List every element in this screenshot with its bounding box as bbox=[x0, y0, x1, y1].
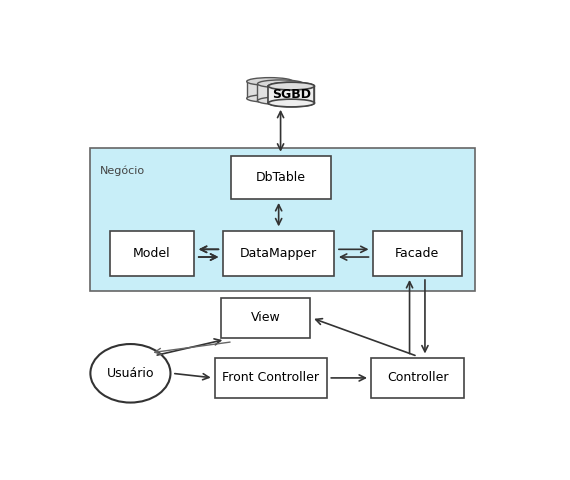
Text: Controller: Controller bbox=[387, 372, 449, 384]
Text: DataMapper: DataMapper bbox=[240, 247, 317, 260]
Text: Negócio: Negócio bbox=[100, 166, 145, 176]
FancyBboxPatch shape bbox=[230, 156, 331, 199]
Text: Model: Model bbox=[133, 247, 171, 260]
Text: View: View bbox=[251, 312, 280, 324]
Ellipse shape bbox=[247, 78, 293, 85]
FancyBboxPatch shape bbox=[215, 358, 327, 398]
Text: DbTable: DbTable bbox=[255, 171, 306, 184]
Ellipse shape bbox=[268, 82, 315, 90]
Text: SGBD: SGBD bbox=[272, 88, 311, 101]
Ellipse shape bbox=[91, 344, 170, 403]
FancyBboxPatch shape bbox=[268, 86, 315, 103]
FancyBboxPatch shape bbox=[223, 231, 335, 276]
Text: Facade: Facade bbox=[395, 247, 439, 260]
FancyBboxPatch shape bbox=[109, 231, 194, 276]
Ellipse shape bbox=[268, 99, 315, 107]
Ellipse shape bbox=[247, 95, 293, 102]
FancyBboxPatch shape bbox=[372, 358, 464, 398]
Text: Front Controller: Front Controller bbox=[222, 372, 319, 384]
FancyBboxPatch shape bbox=[89, 148, 475, 291]
Ellipse shape bbox=[258, 80, 304, 88]
FancyBboxPatch shape bbox=[221, 298, 310, 338]
FancyBboxPatch shape bbox=[247, 82, 293, 98]
Text: Usuário: Usuário bbox=[107, 367, 154, 380]
FancyBboxPatch shape bbox=[373, 231, 462, 276]
Ellipse shape bbox=[268, 99, 315, 107]
Ellipse shape bbox=[258, 97, 304, 105]
FancyBboxPatch shape bbox=[268, 86, 315, 103]
Ellipse shape bbox=[268, 82, 315, 90]
FancyBboxPatch shape bbox=[258, 84, 304, 101]
